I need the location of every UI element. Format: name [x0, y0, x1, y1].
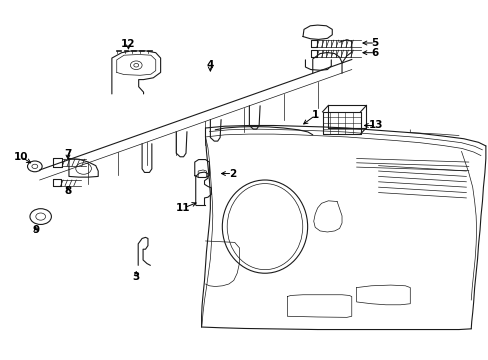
Text: 13: 13: [368, 121, 383, 130]
Text: 1: 1: [311, 111, 318, 121]
Text: 5: 5: [371, 38, 378, 48]
Text: 6: 6: [371, 48, 378, 58]
Text: 4: 4: [206, 60, 214, 70]
Text: 7: 7: [64, 149, 72, 159]
Text: 9: 9: [32, 225, 40, 235]
Text: 3: 3: [132, 272, 140, 282]
Text: 12: 12: [121, 40, 136, 49]
Text: 10: 10: [14, 152, 28, 162]
Text: 2: 2: [228, 168, 235, 179]
Text: 11: 11: [176, 203, 190, 213]
Text: 8: 8: [64, 186, 71, 197]
